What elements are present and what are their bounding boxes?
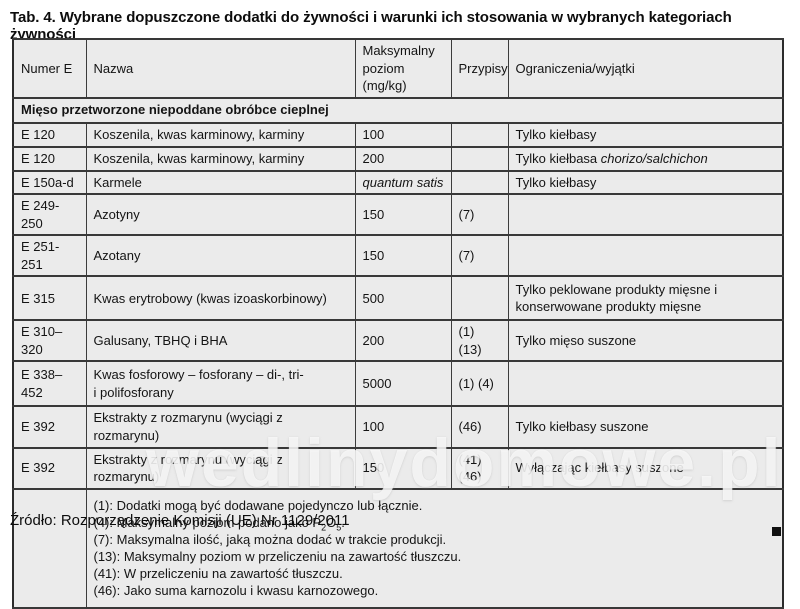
cell-e-number: E 120: [12, 145, 87, 172]
cell-notes: [450, 275, 509, 322]
cell-restrictions: [507, 234, 784, 278]
cell-notes: [450, 121, 509, 148]
table-row: E 249-250 Azotyny 150 (7): [12, 193, 784, 237]
cell-e-number: E 310–320: [12, 319, 87, 363]
cell-name: Galusany, TBHQ i BHA: [85, 319, 356, 363]
cell-e-number: E 150a-d: [12, 169, 87, 196]
column-header-name: Nazwa: [85, 38, 356, 99]
end-of-article-square: [772, 527, 781, 536]
source-line: Źródło: Rozporządzenie Komisji (UE) Nr 1…: [10, 512, 350, 529]
cell-name: Ekstrakty z rozmarynu (wyciągi z rozmary…: [85, 405, 356, 449]
cell-e-number: E 315: [12, 275, 87, 322]
cell-e-number: E 120: [12, 121, 87, 148]
cell-max-level: 500: [354, 275, 452, 322]
cell-restrictions: Wyłączając kiełbasy suszone: [507, 446, 784, 490]
cell-name: Koszenila, kwas karminowy, karminy: [85, 121, 356, 148]
cell-max-level: 150: [354, 234, 452, 278]
footnote-1: (1): Dodatki mogą być dodawane pojedyncz…: [93, 498, 423, 514]
table-row: E 150a-d Karmele quantum satis Tylko kie…: [12, 169, 784, 196]
cell-name: Karmele: [85, 169, 356, 196]
cell-max-level: 150: [354, 446, 452, 490]
footnote-4: (4): Maksymalny poziom podano jako P2O5.: [93, 515, 345, 533]
cell-max-level: 150: [354, 193, 452, 237]
cell-restrictions: Tylko peklowane produkty mięsne i konserw…: [507, 275, 784, 322]
section-header-row: Mięso przetworzone niepoddane obróbce ci…: [12, 96, 784, 124]
column-header-restrictions: Ograniczenia/wyjątki: [507, 38, 784, 99]
footnote-41: (41): W przeliczeniu na zawartość tłuszc…: [93, 566, 343, 582]
cell-max-level: quantum satis: [354, 169, 452, 196]
table-row: E 392 Ekstrakty z rozmarynu (wyciągi z r…: [12, 446, 784, 490]
cell-name: Koszenila, kwas karminowy, karminy: [85, 145, 356, 172]
cell-restrictions: Tylko kiełbasy: [507, 121, 784, 148]
cell-max-level: 200: [354, 145, 452, 172]
cell-e-number: E 251-251: [12, 234, 87, 278]
cell-restrictions: Tylko kiełbasy suszone: [507, 405, 784, 449]
cell-max-level: 5000: [354, 360, 452, 408]
cell-name: Kwas fosforowy – fosforany – di-, tri-i …: [85, 360, 356, 408]
table-row: E 338–452 Kwas fosforowy – fosforany – d…: [12, 360, 784, 408]
table-row: E 310–320 Galusany, TBHQ i BHA 200 (1) (…: [12, 319, 784, 363]
footnote-46: (46): Jako suma karnozolu i kwasu karnoz…: [93, 583, 379, 599]
cell-notes: (46): [450, 405, 509, 449]
cell-e-number: E 338–452: [12, 360, 87, 408]
footnote-7: (7): Maksymalna ilość, jaką można dodać …: [93, 532, 447, 548]
cell-restrictions: Tylko kiełbasa chorizo/salchichon: [507, 145, 784, 172]
cell-restrictions: Tylko kiełbasy: [507, 169, 784, 196]
cell-name: Azotyny: [85, 193, 356, 237]
cell-notes: (1) (13): [450, 319, 509, 363]
cell-notes: (7): [450, 234, 509, 278]
cell-restrictions: [507, 193, 784, 237]
column-header-e-number: Numer E: [12, 38, 87, 99]
cell-e-number: E 249-250: [12, 193, 87, 237]
table-row: E 120 Koszenila, kwas karminowy, karminy…: [12, 121, 784, 148]
footnotes-row: (1): Dodatki mogą być dodawane pojedyncz…: [12, 487, 784, 609]
cell-restrictions: Tylko mięso suszone: [507, 319, 784, 363]
cell-name: Azotany: [85, 234, 356, 278]
cell-e-number: E 392: [12, 405, 87, 449]
footnote-13: (13): Maksymalny poziom w przeliczeniu n…: [93, 549, 462, 565]
cell-max-level: 200: [354, 319, 452, 363]
column-header-notes: Przypisy: [450, 38, 509, 99]
footnotes-empty-cell: [12, 487, 87, 609]
table-row: E 120 Koszenila, kwas karminowy, karminy…: [12, 145, 784, 172]
cell-name: Kwas erytrobowy (kwas izoaskorbinowy): [85, 275, 356, 322]
section-header: Mięso przetworzone niepoddane obróbce ci…: [12, 96, 784, 124]
cell-notes: [450, 169, 509, 196]
table-row: E 251-251 Azotany 150 (7): [12, 234, 784, 278]
cell-max-level: 100: [354, 405, 452, 449]
footnotes-cell: (1): Dodatki mogą być dodawane pojedyncz…: [85, 487, 784, 609]
table-row: E 315 Kwas erytrobowy (kwas izoaskorbino…: [12, 275, 784, 322]
column-header-max-level: Maksymalny poziom (mg/kg): [354, 38, 452, 99]
cell-e-number: E 392: [12, 446, 87, 490]
table-row: E 392 Ekstrakty z rozmarynu (wyciągi z r…: [12, 405, 784, 449]
cell-notes: [450, 145, 509, 172]
cell-max-level: 100: [354, 121, 452, 148]
cell-restrictions: [507, 360, 784, 408]
cell-name: Ekstrakty z rozmarynu (wyciągi z rozmary…: [85, 446, 356, 490]
table-header-row: Numer E Nazwa Maksymalny poziom (mg/kg) …: [12, 38, 784, 99]
cell-notes: (41) (46): [450, 446, 509, 490]
cell-notes: (7): [450, 193, 509, 237]
cell-notes: (1) (4): [450, 360, 509, 408]
